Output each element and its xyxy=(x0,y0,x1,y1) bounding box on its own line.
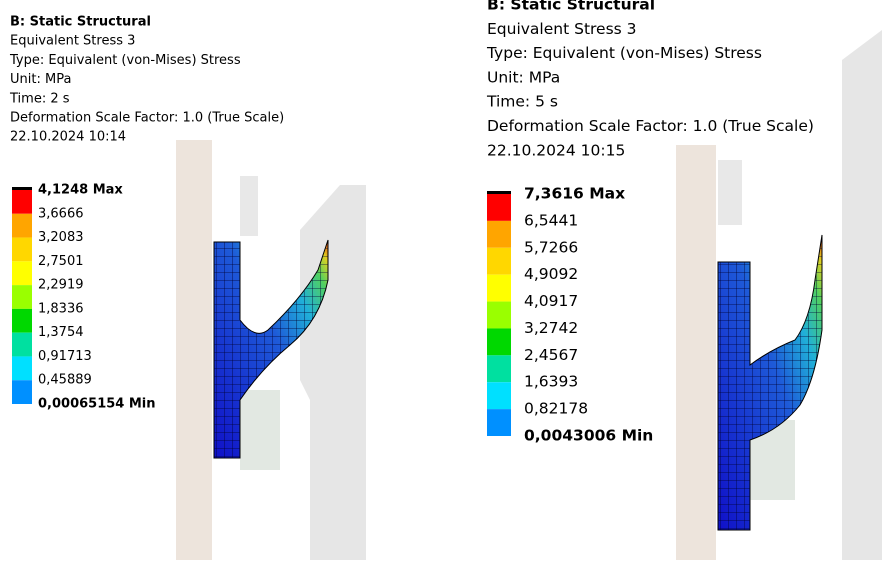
legend-label: 1,8336 xyxy=(38,301,84,316)
info-line: Equivalent Stress 3 xyxy=(10,34,135,49)
info-line: Type: Equivalent (von-Mises) Stress xyxy=(9,53,241,68)
model-right xyxy=(676,30,882,560)
legend-band xyxy=(12,238,32,262)
info-line: Deformation Scale Factor: 1.0 (True Scal… xyxy=(487,117,814,135)
legend-band xyxy=(12,309,32,333)
legend-label: 0,91713 xyxy=(38,349,92,364)
legend-band xyxy=(12,190,32,214)
legend-max-line xyxy=(487,191,511,194)
legend-label: 6,5441 xyxy=(524,211,578,229)
legend-band xyxy=(12,214,32,238)
legend-band xyxy=(487,221,511,248)
legend-label: 4,0917 xyxy=(524,292,578,310)
legend-band xyxy=(487,328,511,355)
legend-label: 7,3616 Max xyxy=(524,185,625,203)
legend-band xyxy=(487,275,511,302)
info-line: Unit: MPa xyxy=(10,72,71,87)
legend-label: 0,00065154 Min xyxy=(38,397,156,412)
legend-label: 4,9092 xyxy=(524,265,578,283)
legend-label: 4,1248 Max xyxy=(38,183,123,198)
legend-max-line xyxy=(12,187,32,190)
legend-band xyxy=(12,356,32,380)
legend-band xyxy=(12,333,32,357)
info-line: 22.10.2024 10:14 xyxy=(10,130,126,145)
legend-label: 3,2742 xyxy=(524,319,578,337)
info-line: 22.10.2024 10:15 xyxy=(487,141,625,159)
legend-label: 0,45889 xyxy=(38,373,92,388)
legend-label: 2,4567 xyxy=(524,346,578,364)
model-left xyxy=(176,140,366,560)
legend-band xyxy=(487,194,511,221)
info-line: Type: Equivalent (von-Mises) Stress xyxy=(486,44,762,62)
legend-band xyxy=(487,248,511,275)
legend-label: 1,3754 xyxy=(38,325,84,340)
legend-label: 0,0043006 Min xyxy=(524,427,653,445)
legend-label: 2,7501 xyxy=(38,254,84,269)
legend-band xyxy=(487,355,511,382)
panel-title: B: Static Structural xyxy=(10,15,151,30)
legend-label: 2,2919 xyxy=(38,278,84,293)
legend-label: 3,2083 xyxy=(38,230,84,245)
legend-band xyxy=(12,261,32,285)
info-line: Time: 2 s xyxy=(9,91,70,106)
screenshot: B: Static Structural Equivalent Stress 3 T… xyxy=(0,0,882,562)
legend-band xyxy=(487,302,511,329)
info-line: Time: 5 s xyxy=(486,93,558,111)
panel-title: B: Static Structural xyxy=(487,0,655,14)
legend-label: 5,7266 xyxy=(524,238,578,256)
info-line: Unit: MPa xyxy=(487,68,560,86)
info-line: Deformation Scale Factor: 1.0 (True Scal… xyxy=(10,111,284,126)
legend-label: 3,6666 xyxy=(38,206,84,221)
legend-band xyxy=(12,380,32,404)
legend-band xyxy=(487,409,511,436)
legend-band xyxy=(487,382,511,409)
info-line: Equivalent Stress 3 xyxy=(487,20,637,38)
legend-band xyxy=(12,285,32,309)
legend-label: 0,82178 xyxy=(524,400,588,418)
legend-label: 1,6393 xyxy=(524,373,578,391)
